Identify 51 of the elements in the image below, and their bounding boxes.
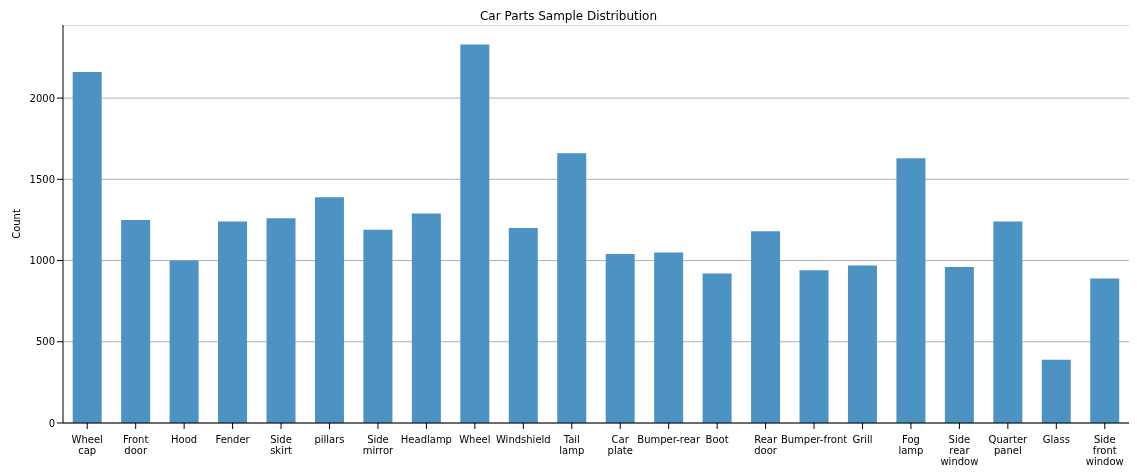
x-tick-label: Hood <box>171 434 198 445</box>
x-tick-label: Side skirt <box>270 434 293 456</box>
bar <box>218 221 248 423</box>
x-tick-label: pillars <box>314 434 345 445</box>
x-tick-label: Fender <box>215 434 251 445</box>
bar <box>751 231 781 423</box>
x-tick-label: Rear door <box>754 434 778 456</box>
bar <box>72 72 102 423</box>
x-tick-label: Fog lamp <box>898 434 924 456</box>
bar <box>654 252 684 423</box>
x-tick-label: Car plate <box>607 434 633 456</box>
chart-title: Car Parts Sample Distribution <box>478 8 659 25</box>
x-tick-label: Side mirror <box>362 434 395 456</box>
x-tick-label: Headlamp <box>400 434 452 445</box>
y-tick-label: 1000 <box>29 255 55 267</box>
y-axis-title: Count <box>10 209 22 239</box>
y-tick-label: 0 <box>48 417 55 429</box>
y-tick-label: 2000 <box>29 92 55 104</box>
bar <box>799 270 829 423</box>
x-tick-label: Wheel cap <box>71 434 103 456</box>
bar <box>169 260 199 423</box>
bar <box>557 153 587 423</box>
bar <box>847 265 877 423</box>
y-tick-label: 500 <box>35 336 55 348</box>
bar <box>993 221 1023 423</box>
bar <box>896 158 926 423</box>
bar <box>314 197 344 423</box>
bar <box>460 44 490 423</box>
x-tick-label: Bumper-front <box>780 434 848 445</box>
bar <box>363 229 393 423</box>
bar <box>508 228 538 423</box>
x-tick-label: Side rear window <box>940 434 979 467</box>
x-tick-label: Glass <box>1042 434 1070 445</box>
y-tick-label: 1500 <box>29 173 55 185</box>
bar <box>944 267 974 423</box>
x-tick-label: Windshield <box>495 434 551 445</box>
x-tick-label: Side front window <box>1085 434 1124 467</box>
bar <box>266 218 296 423</box>
bar <box>1041 359 1071 423</box>
x-tick-label: Quarter panel <box>988 434 1029 456</box>
bar <box>411 213 441 423</box>
x-tick-label: Bumper-rear <box>637 434 701 445</box>
x-tick-label: Wheel <box>459 434 491 445</box>
x-tick-label: Front door <box>123 434 149 456</box>
x-tick-label: Tail lamp <box>559 434 585 456</box>
bar <box>1090 278 1120 423</box>
x-tick-label: Grill <box>852 434 873 445</box>
bar <box>702 273 732 423</box>
bar <box>605 254 635 423</box>
bar <box>121 219 151 423</box>
x-tick-label: Boot <box>705 434 729 445</box>
